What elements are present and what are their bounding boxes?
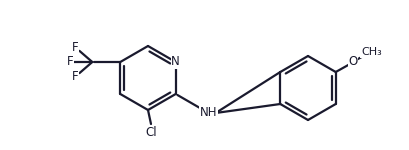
Text: F: F (72, 70, 79, 83)
Text: F: F (67, 56, 74, 69)
Text: N: N (171, 56, 180, 69)
Text: NH: NH (199, 106, 217, 120)
Text: Cl: Cl (145, 126, 156, 138)
Text: F: F (72, 41, 79, 54)
Text: O: O (348, 56, 357, 69)
Text: CH₃: CH₃ (360, 47, 381, 57)
